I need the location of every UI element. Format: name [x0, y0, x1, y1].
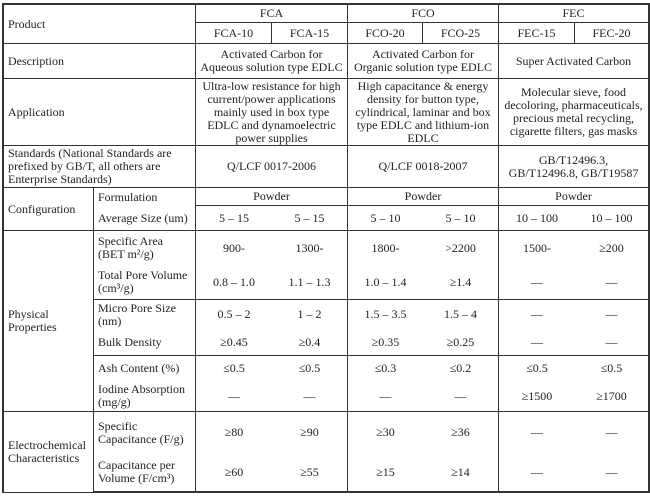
- electrochemical-label: Electrochemical Characteristics: [4, 412, 94, 493]
- property-value: —: [272, 381, 348, 412]
- property-value: —: [575, 453, 650, 493]
- property-value: ≤0.5: [526, 361, 548, 375]
- property-value: ≥0.4: [272, 329, 348, 356]
- property-value: ≥0.35: [348, 329, 423, 356]
- property-value: —: [499, 329, 575, 356]
- application-value: High capacitance & energy density for bu…: [348, 79, 499, 146]
- property-value: ≥0.45: [196, 329, 272, 356]
- application-label: Application: [4, 79, 196, 146]
- property-value: —: [531, 307, 543, 321]
- property-value: —: [499, 265, 575, 300]
- property-value: ≤0.2: [423, 356, 499, 381]
- property-value: 0.8 – 1.0: [196, 265, 272, 300]
- property-value: ≤0.3: [374, 361, 397, 375]
- property-value: ≤0.5: [272, 356, 348, 381]
- group-header: FCO: [348, 5, 499, 23]
- model-header: FCA-10: [196, 23, 272, 44]
- property-label: Specific Capacitance (F/g): [94, 412, 196, 453]
- property-value: —: [575, 300, 650, 329]
- property-value: 1.1 – 1.3: [272, 265, 348, 300]
- configuration-label: Configuration: [4, 188, 94, 231]
- property-value: —: [196, 381, 272, 412]
- standards-value: Q/LCF 0017-2006: [196, 146, 348, 188]
- property-value: ≥200: [575, 231, 650, 265]
- property-value: —: [348, 381, 423, 412]
- property-value: ≥60: [196, 453, 272, 493]
- model-header: FEC-15: [499, 23, 575, 44]
- property-label: Micro Pore Size (nm): [94, 300, 196, 329]
- property-value: ≤0.5: [223, 361, 245, 375]
- property-value: —: [499, 453, 575, 493]
- average-size-value: 5 – 10: [423, 206, 499, 231]
- property-value: 1.5 – 3.5: [364, 307, 407, 321]
- property-value: 1800-: [371, 240, 400, 255]
- property-label: Iodine Absorption (mg/g): [94, 381, 196, 412]
- property-value: ≥36: [423, 412, 499, 453]
- property-value: —: [575, 329, 650, 356]
- formulation-value: Powder: [499, 188, 650, 206]
- property-value: ≥15: [348, 453, 423, 493]
- property-value: —: [531, 425, 543, 439]
- property-label: Specific Area (BET m²/g): [94, 231, 196, 265]
- formulation-value: Powder: [196, 188, 348, 206]
- property-value: ≥30: [376, 425, 395, 439]
- property-value: ≥80: [224, 425, 244, 439]
- standards-label: Standards (National Standards are prefix…: [4, 146, 196, 188]
- property-value: —: [575, 265, 650, 300]
- property-value: ≥1500: [499, 381, 575, 412]
- property-value: 1 – 2: [272, 300, 348, 329]
- physical-properties-label: Physical Properties: [4, 231, 94, 412]
- property-value: ≤0.5: [575, 356, 650, 381]
- property-value: 1.0 – 1.4: [348, 265, 423, 300]
- description-value: Super Activated Carbon: [499, 44, 650, 79]
- description-label: Description: [4, 44, 196, 79]
- application-value: Molecular sieve, food decoloring, pharma…: [499, 79, 650, 146]
- standards-value: GB/T12496.3, GB/T12496.8, GB/T19587: [499, 146, 650, 188]
- application-value: Ultra-low resistance for high current/po…: [196, 79, 348, 146]
- property-value: 1500-: [523, 240, 551, 255]
- product-spec-table: Product FCA FCO FEC FCA-10 FCA-15 FCO-20 FCO-25…: [2, 3, 650, 493]
- property-value: ≥1700: [575, 381, 650, 412]
- property-value: 900-: [223, 240, 245, 255]
- property-label: Total Pore Volume (cm³/g): [94, 265, 196, 300]
- model-header: FCO-25: [423, 23, 499, 44]
- average-size-value: 10 – 100: [499, 206, 575, 231]
- property-value: ≥55: [272, 453, 348, 493]
- average-size-value: 5 – 10: [348, 206, 423, 231]
- property-label: Bulk Density: [94, 329, 196, 356]
- model-header: FEC-20: [575, 23, 650, 44]
- property-value: ≥14: [423, 453, 499, 493]
- property-value: —: [575, 412, 650, 453]
- property-value: 1.5 – 4: [423, 300, 499, 329]
- description-value: Activated Carbon for Organic solution ty…: [348, 44, 499, 79]
- formulation-label: Formulation: [94, 188, 196, 206]
- average-size-value: 5 – 15: [272, 206, 348, 231]
- formulation-value: Powder: [348, 188, 499, 206]
- standards-value: Q/LCF 0018-2007: [348, 146, 499, 188]
- average-size-value: 5 – 15: [196, 206, 272, 231]
- property-value: ≥90: [272, 412, 348, 453]
- model-header: FCA-15: [272, 23, 348, 44]
- property-value: ≥1.4: [423, 265, 499, 300]
- property-value: 0.5 – 2: [217, 307, 251, 321]
- description-value: Activated Carbon for Aqueous solution ty…: [196, 44, 348, 79]
- property-label: Ash Content (%): [94, 356, 196, 381]
- property-value: —: [423, 381, 499, 412]
- property-value: ≥0.25: [423, 329, 499, 356]
- average-size-value: 10 – 100: [575, 206, 650, 231]
- average-size-label: Average Size (um): [94, 206, 196, 231]
- group-header: FEC: [499, 5, 650, 23]
- property-label: Capacitance per Volume (F/cm³): [94, 453, 196, 493]
- model-header: FCO-20: [348, 23, 423, 44]
- group-header: FCA: [196, 5, 348, 23]
- property-value: 1300-: [272, 231, 348, 265]
- property-value: >2200: [423, 231, 499, 265]
- product-header: Product: [4, 5, 196, 44]
